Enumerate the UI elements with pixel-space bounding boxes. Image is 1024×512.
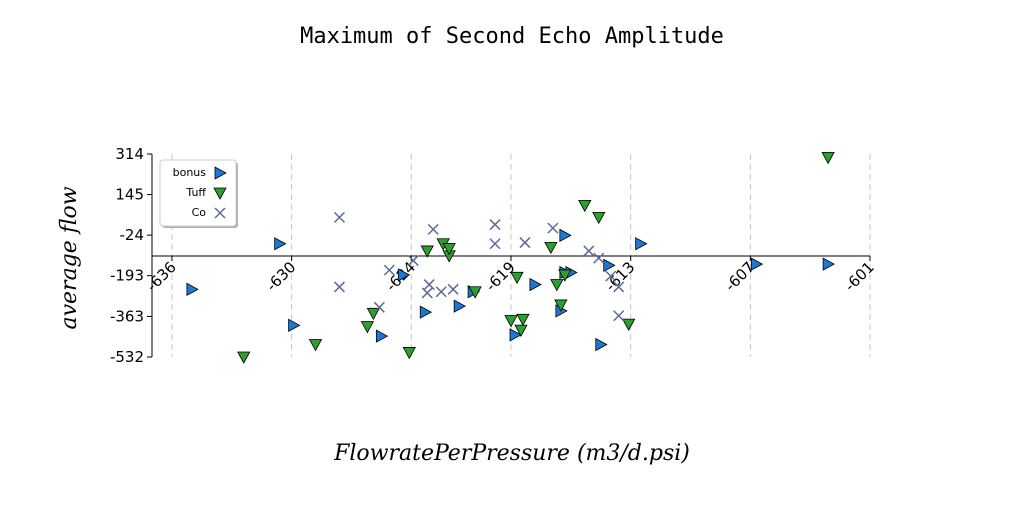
legend-label: bonus xyxy=(173,166,207,179)
point-co xyxy=(423,279,435,291)
point-tuff xyxy=(558,269,572,282)
y-tick-label: 314 xyxy=(115,145,144,163)
point-co xyxy=(489,238,501,250)
point-co xyxy=(605,270,617,282)
y-tick-label: -193 xyxy=(110,267,144,285)
point-co xyxy=(583,245,595,257)
point-tuff xyxy=(550,279,564,292)
x-tick-label: -630 xyxy=(263,258,300,295)
point-co xyxy=(407,255,419,267)
chart-title: Maximum of Second Echo Amplitude xyxy=(300,24,724,49)
point-tuff xyxy=(420,245,434,258)
point-bonus xyxy=(419,305,433,319)
legend-marker xyxy=(214,207,226,219)
point-tuff xyxy=(504,315,518,328)
point-bonus xyxy=(453,299,466,313)
point-tuff xyxy=(308,339,323,352)
point-bonus xyxy=(375,329,389,343)
point-tuff xyxy=(621,318,636,331)
legend-marker xyxy=(214,166,227,180)
point-co xyxy=(333,211,346,223)
point-tuff xyxy=(442,243,456,256)
point-tuff xyxy=(821,151,835,165)
point-co xyxy=(547,222,559,234)
x-tick-label: -601 xyxy=(841,258,878,295)
point-co xyxy=(427,223,439,235)
point-tuff xyxy=(544,241,558,255)
point-co xyxy=(489,219,501,231)
point-bonus xyxy=(603,258,616,273)
point-co xyxy=(435,286,447,298)
point-bonus xyxy=(509,328,522,342)
y-tick-label: -363 xyxy=(110,307,144,325)
point-tuff xyxy=(468,286,482,299)
point-tuff xyxy=(592,211,606,225)
point-bonus xyxy=(635,237,648,251)
point-bonus xyxy=(595,337,608,352)
point-co xyxy=(333,281,346,293)
y-tick-label: 145 xyxy=(115,186,144,204)
point-co xyxy=(613,310,625,322)
series-tuff xyxy=(237,151,835,364)
point-bonus xyxy=(750,257,764,271)
point-tuff xyxy=(516,313,530,327)
point-tuff xyxy=(578,199,592,213)
y-tick-label: -532 xyxy=(110,348,144,366)
point-tuff xyxy=(360,321,375,334)
series-co xyxy=(333,211,625,322)
point-co xyxy=(613,281,625,293)
point-tuff xyxy=(514,324,528,337)
y-axis-label: average flow xyxy=(57,186,82,329)
point-co xyxy=(519,237,531,249)
point-bonus xyxy=(822,257,835,271)
point-bonus xyxy=(186,282,199,297)
x-tick-label: -636 xyxy=(143,258,180,295)
data-points xyxy=(186,151,835,364)
legend-marker xyxy=(213,187,227,200)
axes xyxy=(147,153,871,358)
point-tuff xyxy=(402,347,416,360)
point-co xyxy=(421,287,433,299)
legend-label: Co xyxy=(192,206,207,219)
point-bonus xyxy=(288,318,301,333)
point-co xyxy=(593,252,605,264)
x-axis-label: FlowratePerPressure (m3/d.psi) xyxy=(333,441,690,466)
point-bonus xyxy=(397,268,411,282)
point-bonus xyxy=(529,277,542,292)
legend: bonus Tuff Co xyxy=(159,159,238,228)
point-co xyxy=(447,283,459,295)
point-bonus xyxy=(559,228,572,243)
point-tuff xyxy=(237,351,251,364)
point-tuff xyxy=(510,271,524,285)
point-tuff xyxy=(554,299,568,312)
legend-label: Tuff xyxy=(185,186,206,199)
point-co xyxy=(373,301,385,313)
point-bonus xyxy=(274,237,287,251)
y-tick-label: -24 xyxy=(120,226,145,244)
point-co xyxy=(383,264,395,276)
